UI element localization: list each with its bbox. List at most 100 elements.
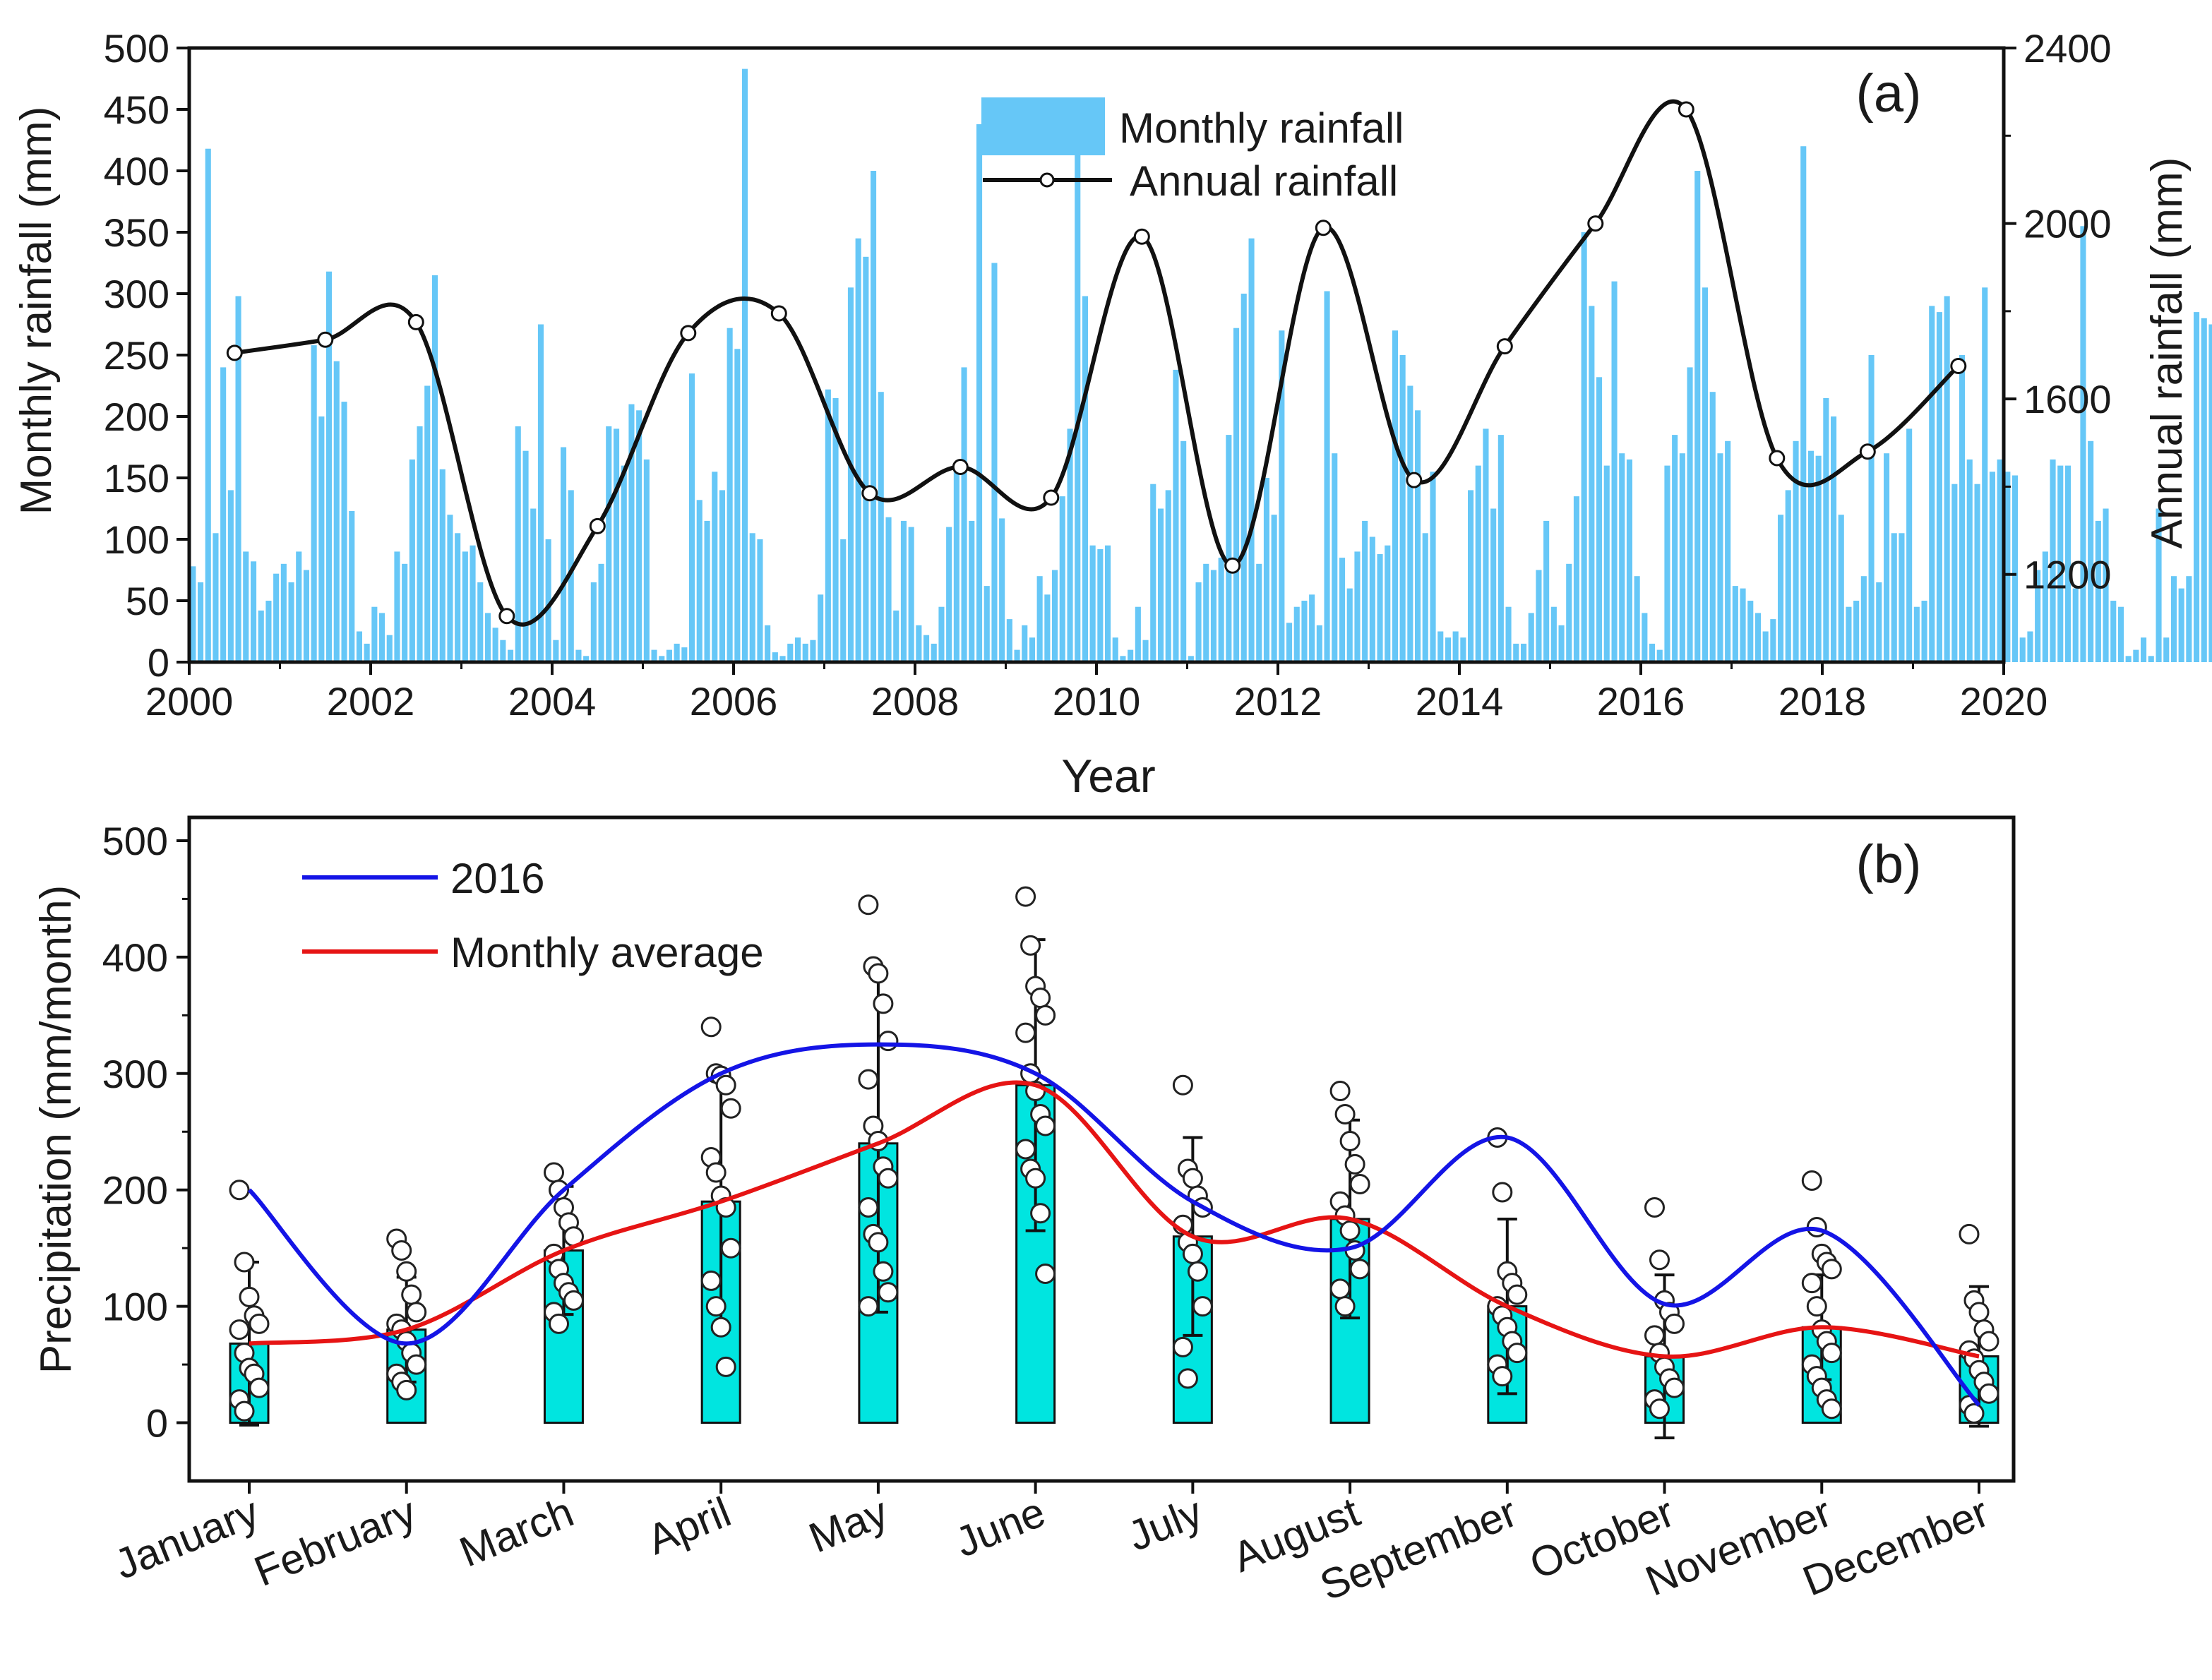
monthly-rainfall-bar bbox=[666, 649, 672, 662]
monthly-rainfall-bar bbox=[1573, 496, 1579, 662]
monthly-rainfall-bar bbox=[561, 447, 567, 662]
year-data-point bbox=[705, 1162, 727, 1183]
monthly-rainfall-bar bbox=[900, 520, 907, 662]
year-data-point bbox=[1015, 886, 1036, 907]
monthly-rainfall-bar bbox=[409, 459, 415, 662]
year-data-point bbox=[234, 1252, 255, 1273]
monthly-rainfall-bar bbox=[1611, 281, 1618, 663]
y-tick-label: 300 bbox=[102, 1052, 168, 1096]
monthly-rainfall-bar bbox=[704, 520, 710, 662]
year-data-point bbox=[1344, 1153, 1365, 1175]
monthly-rainfall-bar bbox=[1550, 606, 1557, 662]
year-data-point bbox=[1025, 1168, 1046, 1189]
y-tick-label: 400 bbox=[102, 935, 168, 980]
monthly-rainfall-bar bbox=[2110, 601, 2117, 662]
panel-a-label: (a) bbox=[1856, 64, 1922, 124]
x-tick-label: 2018 bbox=[1778, 679, 1867, 724]
monthly-rainfall-bar bbox=[545, 539, 551, 662]
monthly-rainfall-bar bbox=[1468, 490, 1474, 662]
panel-b-label: (b) bbox=[1856, 834, 1922, 894]
monthly-rainfall-bar bbox=[1195, 582, 1202, 662]
monthly-rainfall-bar bbox=[734, 349, 741, 662]
annual-rainfall-marker bbox=[1678, 101, 1694, 118]
monthly-rainfall-bar bbox=[832, 397, 839, 662]
monthly-rainfall-bar bbox=[908, 527, 914, 662]
monthly-rainfall-bar bbox=[1385, 545, 1391, 662]
annual-rainfall-marker bbox=[1133, 228, 1150, 245]
monthly-rainfall-bar bbox=[1392, 330, 1398, 662]
x-tick-label: 2012 bbox=[1234, 679, 1322, 724]
monthly-rainfall-bar bbox=[1279, 330, 1285, 662]
monthly-rainfall-bar bbox=[417, 426, 423, 662]
monthly-rainfall-bar bbox=[318, 416, 325, 662]
monthly-rainfall-bar bbox=[1180, 440, 1187, 662]
annual-rainfall-marker bbox=[407, 313, 424, 330]
monthly-rainfall-bar bbox=[1951, 484, 1958, 662]
monthly-rainfall-bar bbox=[1490, 508, 1497, 662]
monthly-rainfall-bar bbox=[530, 508, 537, 662]
year-data-point bbox=[705, 1296, 727, 1317]
year-data-point bbox=[878, 1282, 899, 1303]
monthly-rainfall-bar bbox=[1823, 397, 1829, 662]
monthly-rainfall-bar bbox=[871, 171, 877, 662]
annual-rainfall-marker bbox=[317, 331, 334, 348]
month-label: May bbox=[803, 1488, 895, 1562]
year-data-point bbox=[1959, 1223, 1980, 1244]
year-data-point bbox=[401, 1284, 422, 1305]
monthly-rainfall-bar bbox=[1173, 369, 1179, 662]
monthly-rainfall-bar bbox=[802, 643, 808, 662]
year-data-point bbox=[1035, 1115, 1056, 1136]
monthly-rainfall-bar bbox=[1785, 490, 1791, 662]
monthly-rainfall-bar bbox=[2080, 226, 2086, 662]
monthly-rainfall-bar bbox=[326, 271, 333, 662]
monthly-rainfall-bar bbox=[1120, 656, 1126, 662]
monthly-rainfall-bar bbox=[424, 385, 431, 662]
year-data-point bbox=[229, 1180, 250, 1201]
monthly-rainfall-bar bbox=[893, 610, 899, 662]
x-tick-label: 2006 bbox=[690, 679, 778, 724]
monthly-rainfall-bar bbox=[1332, 453, 1338, 662]
monthly-rainfall-bar bbox=[1036, 576, 1043, 662]
year-data-point bbox=[1339, 1220, 1361, 1241]
y-tick-label: 350 bbox=[104, 210, 169, 255]
year-data-point bbox=[878, 1168, 899, 1189]
monthly-rainfall-bar bbox=[779, 656, 786, 662]
year-data-point bbox=[396, 1261, 417, 1282]
year-data-point bbox=[878, 1031, 899, 1052]
legend-monthly-rainfall-label: Monthly rainfall bbox=[1119, 104, 1404, 152]
monthly-rainfall-bar bbox=[757, 539, 763, 662]
annual-rainfall-marker bbox=[1587, 215, 1604, 232]
annual-rainfall-marker bbox=[1406, 472, 1423, 488]
year-data-point bbox=[1349, 1259, 1370, 1280]
monthly-rainfall-bar bbox=[190, 566, 196, 662]
annual-rainfall-marker bbox=[1315, 220, 1332, 236]
monthly-rainfall-bar bbox=[712, 472, 718, 662]
year-data-point bbox=[549, 1313, 569, 1334]
monthly-rainfall-bar bbox=[643, 459, 650, 662]
annual-rainfall-marker bbox=[226, 344, 243, 361]
x-tick-label: 2014 bbox=[1416, 679, 1504, 724]
monthly-rainfall-bar bbox=[394, 551, 400, 662]
monthly-rainfall-bar bbox=[235, 296, 241, 662]
monthly-rainfall-bar bbox=[1936, 312, 1942, 662]
monthly-rainfall-bar bbox=[333, 361, 340, 662]
year-data-point bbox=[1492, 1366, 1513, 1387]
monthly-rainfall-bar bbox=[1709, 392, 1716, 662]
monthly-rainfall-bar bbox=[2208, 324, 2212, 662]
year-data-point bbox=[858, 1197, 879, 1218]
year-data-point bbox=[406, 1302, 427, 1323]
monthly-rainfall-bar bbox=[1210, 570, 1216, 662]
monthly-rainfall-bar bbox=[1747, 601, 1754, 662]
monthly-rainfall-bar bbox=[818, 594, 824, 662]
monthly-rainfall-bar bbox=[1089, 545, 1096, 662]
monthly-rainfall-bar bbox=[1807, 450, 1814, 662]
monthly-rainfall-bar bbox=[575, 649, 582, 662]
monthly-rainfall-bar bbox=[198, 582, 204, 662]
year-data-point bbox=[1334, 1104, 1356, 1124]
monthly-average-line bbox=[249, 1080, 1980, 1359]
monthly-rainfall-bar bbox=[1112, 637, 1118, 662]
monthly-rainfall-bar bbox=[1203, 563, 1209, 662]
monthly-rainfall-bar bbox=[1982, 287, 1988, 662]
monthly-rainfall-bar bbox=[825, 389, 831, 662]
y-tick-label: 250 bbox=[104, 333, 169, 378]
